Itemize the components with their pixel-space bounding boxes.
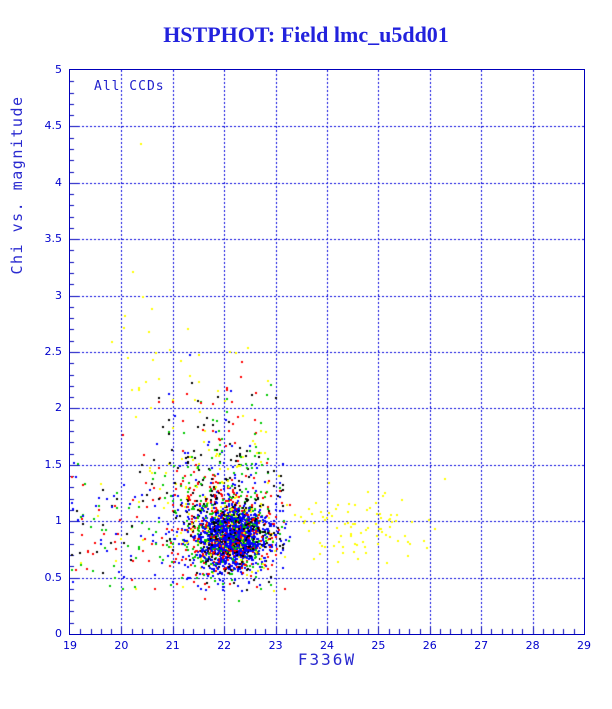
y-tick-label: 4.5	[44, 119, 63, 133]
x-tick-label: 28	[525, 639, 540, 652]
scatter-plot-canvas	[70, 70, 584, 634]
x-tick-label: 24	[320, 639, 334, 652]
x-tick-label: 27	[474, 639, 489, 652]
y-tick-label: 0	[55, 627, 62, 640]
y-tick-label: 2.5	[44, 345, 63, 358]
x-tick-label: 19	[63, 639, 77, 652]
y-tick-label: 3.5	[44, 232, 63, 246]
y-tick-label: 0.5	[44, 570, 63, 584]
y-tick-label: 1	[55, 514, 62, 528]
x-tick-label: 29	[577, 639, 591, 652]
plot-area: All CCDs	[69, 69, 585, 635]
x-tick-label: 26	[422, 639, 437, 652]
x-tick-label: 25	[371, 639, 386, 652]
page-title: HSTPHOT: Field lmc_u5dd01	[163, 22, 449, 47]
x-tick-label: 21	[165, 639, 180, 652]
y-tick-label: 2	[55, 401, 62, 415]
x-tick-label: 22	[217, 639, 232, 652]
y-tick-label: 4	[55, 175, 62, 189]
y-tick-label: 3	[55, 288, 62, 302]
y-tick-label: 5	[55, 63, 62, 76]
x-tick-label: 20	[114, 639, 129, 652]
x-tick-label: 23	[268, 639, 283, 652]
x-axis-title: F336W	[297, 650, 357, 669]
annotation-all-ccds: All CCDs	[94, 79, 165, 94]
y-tick-label: 1.5	[44, 457, 63, 471]
